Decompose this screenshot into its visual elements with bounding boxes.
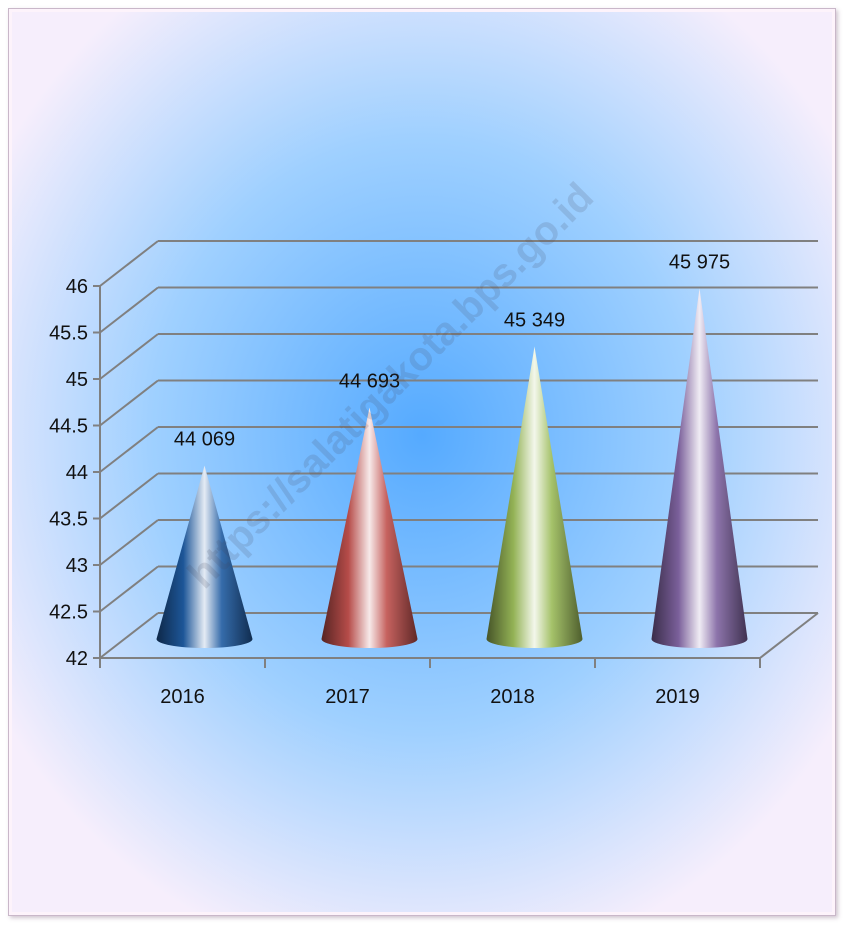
gridline-45-5-side: [99, 286, 159, 334]
x-tick-label-2017: 2017: [325, 686, 370, 708]
gridline-44-side: [99, 426, 159, 473]
data-label-2018: 45 349: [504, 310, 565, 332]
y-tick-label: 45: [66, 369, 88, 391]
y-tick-label: 43.5: [49, 509, 88, 531]
y-tick-label: 44: [66, 462, 88, 484]
data-label-2016: 44 069: [174, 429, 235, 451]
cone-2016: [156, 465, 253, 648]
gridline-45-side: [99, 333, 159, 380]
y-tick-label: 45.5: [49, 323, 88, 345]
y-tick-label: 43: [66, 555, 88, 577]
cone-2019: [651, 288, 748, 648]
data-label-2019: 45 975: [669, 251, 730, 273]
y-tick-label: 44.5: [49, 416, 88, 438]
data-label-2017: 44 693: [339, 371, 400, 393]
gridline-43-side: [99, 519, 159, 566]
gridline-42-side: [99, 612, 159, 659]
x-tick-label-2016: 2016: [160, 686, 205, 708]
cone-2018: [486, 346, 583, 648]
gridline-43-5-side: [99, 472, 159, 520]
x-tick-label-2019: 2019: [655, 686, 700, 708]
gridline-44-5-side: [99, 379, 159, 427]
y-tick-label: 46: [66, 276, 88, 298]
y-tick-label: 42.5: [49, 602, 88, 624]
cone-2017: [321, 407, 418, 648]
floor-right-edge: [759, 612, 819, 659]
gridline-42-5-side: [99, 565, 159, 613]
y-tick-label: 42: [66, 648, 88, 670]
x-tick-label-2018: 2018: [490, 686, 535, 708]
gridline-46-side: [99, 240, 159, 287]
